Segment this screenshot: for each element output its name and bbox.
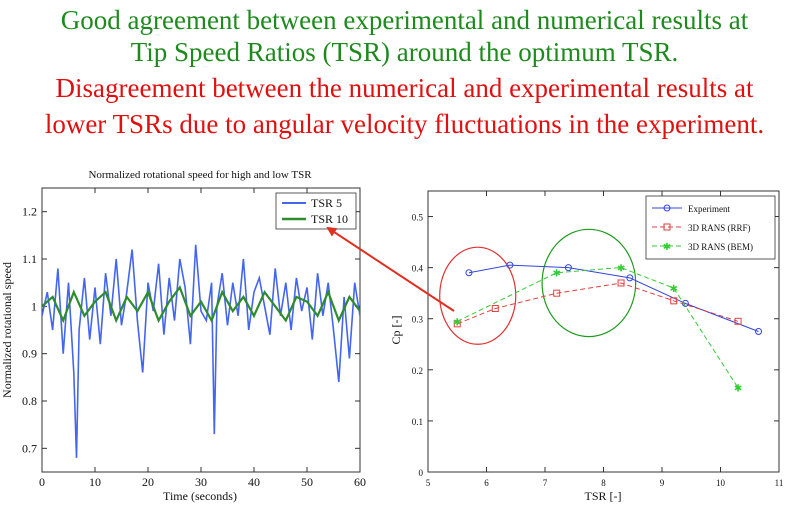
y-tick-label: 0.3 — [412, 315, 424, 325]
data-point-rans-bem: ✱ — [553, 269, 561, 280]
y-tick-label: 0 — [419, 468, 424, 478]
y-tick-label: 0.2 — [412, 366, 423, 376]
x-tick-label: 9 — [660, 478, 665, 488]
x-tick-label: 11 — [775, 478, 784, 488]
y-tick-label: 0.8 — [22, 394, 37, 408]
data-point-rans-bem: ✱ — [617, 264, 625, 275]
y-axis-label: Normalized rotational speed — [0, 262, 14, 398]
x-tick-label: 20 — [142, 475, 154, 489]
x-tick-label: 60 — [354, 475, 366, 489]
y-tick-label: 1.2 — [22, 205, 37, 219]
y-tick-label: 0.5 — [412, 213, 424, 223]
x-tick-label: 50 — [301, 475, 313, 489]
x-tick-label: 10 — [716, 478, 726, 488]
data-point-rans-bem: ✱ — [670, 284, 678, 295]
x-axis-label: Time (seconds) — [163, 489, 237, 503]
data-point-rans-bem: ✱ — [734, 384, 742, 395]
data-point-rans-bem: ✱ — [453, 317, 461, 328]
legend-label-rans-bem: 3D RANS (BEM) — [688, 242, 753, 252]
x-tick-label: 40 — [248, 475, 260, 489]
y-tick-label: 0.7 — [22, 441, 37, 455]
x-tick-label: 8 — [601, 478, 606, 488]
legend-label-experiment: Experiment — [688, 204, 730, 214]
power-coefficient-chart: 5 6 7 8 9 10 11 0 0.1 0.2 0.3 0.4 0.5 ✱ ✱ ✱ ✱ ✱ Experime… — [389, 191, 783, 503]
y-tick-label: 1 — [31, 299, 37, 313]
x-tick-label: 30 — [195, 475, 207, 489]
legend-marker-rans-bem: ✱ — [663, 242, 671, 253]
legend: TSR 5 TSR 10 — [276, 193, 356, 229]
y-tick-label: 0.4 — [412, 264, 424, 274]
legend-label-tsr10: TSR 10 — [311, 212, 348, 226]
legend-label-rans-rrf: 3D RANS (RRF) — [688, 223, 751, 233]
x-tick-label: 6 — [484, 478, 489, 488]
legend: Experiment 3D RANS (RRF) ✱ 3D RANS (BEM) — [646, 196, 775, 259]
y-tick-label: 0.9 — [22, 347, 37, 361]
y-tick-label: 1.1 — [22, 252, 37, 266]
x-axis-label: TSR [-] — [585, 489, 622, 503]
x-tick-label: 0 — [39, 475, 45, 489]
y-tick-label: 0.1 — [412, 417, 423, 427]
y-axis-label: Cp [-] — [389, 316, 403, 345]
rotational-speed-chart: Normalized rotational speed for high and… — [0, 169, 366, 503]
chart-title: Normalized rotational speed for high and… — [88, 169, 312, 181]
x-tick-label: 7 — [543, 478, 548, 488]
x-tick-label: 10 — [89, 475, 101, 489]
x-tick-label: 5 — [426, 478, 431, 488]
legend-label-tsr5: TSR 5 — [311, 196, 342, 210]
